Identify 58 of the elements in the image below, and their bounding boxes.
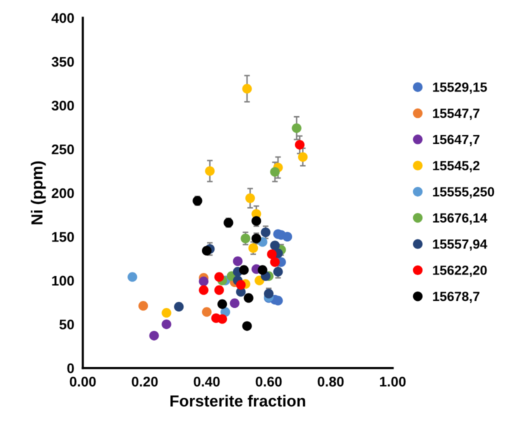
point <box>174 302 184 312</box>
point <box>138 301 148 311</box>
point <box>205 166 215 176</box>
point <box>270 240 280 250</box>
y-tick-label: 250 <box>52 144 74 154</box>
point <box>292 123 302 133</box>
point <box>267 249 277 260</box>
point <box>282 232 292 242</box>
y-tick-label: 400 <box>52 13 74 23</box>
x-tick-label: 0.40 <box>194 376 220 387</box>
x-tick-label: 0.80 <box>318 376 344 387</box>
point <box>252 216 262 226</box>
point <box>273 266 283 277</box>
point <box>214 272 224 282</box>
point <box>260 228 270 238</box>
point <box>162 308 172 318</box>
point <box>202 246 212 256</box>
point <box>242 84 252 94</box>
point <box>242 321 252 331</box>
legend-label: 15622,20 <box>433 266 487 277</box>
y-tick-label: 300 <box>52 100 74 111</box>
x-tick-label: 0.00 <box>70 376 96 387</box>
legend-label: 15676,14 <box>433 213 488 225</box>
legend-label: 15678,7 <box>433 292 480 303</box>
point <box>202 307 212 317</box>
point <box>198 276 208 286</box>
point <box>128 272 138 282</box>
x-axis-title: Forsterite fraction <box>170 394 306 407</box>
y-axis-title: Ni (ppm) <box>30 161 46 224</box>
legend-label: 15547,7 <box>433 108 480 120</box>
point <box>236 280 246 290</box>
point <box>198 285 208 295</box>
x-tick-label: 0.20 <box>132 376 158 387</box>
point <box>239 265 249 275</box>
point <box>230 298 240 308</box>
legend-label: 15555,250 <box>433 187 494 198</box>
point <box>245 193 255 203</box>
y-tick-label: 50 <box>59 320 74 330</box>
y-tick-label: 200 <box>52 188 74 198</box>
x-tick-label: 0.60 <box>256 376 282 387</box>
legend-label: 15529,15 <box>433 82 487 94</box>
point <box>162 319 172 330</box>
point <box>149 330 159 340</box>
legend-label: 15545,2 <box>433 160 480 172</box>
y-tick-label: 350 <box>52 56 74 67</box>
x-tick-label: 1.00 <box>380 376 406 387</box>
point <box>217 299 228 309</box>
point <box>244 293 254 303</box>
point <box>217 314 228 324</box>
y-tick-label: 100 <box>52 276 74 286</box>
y-tick-label: 150 <box>52 232 74 242</box>
legend-label: 15557,94 <box>433 239 488 251</box>
y-tick-label: 0 <box>67 363 74 374</box>
legend-label: 15647,7 <box>433 134 480 146</box>
point <box>214 285 224 295</box>
point <box>232 256 243 266</box>
point <box>258 265 268 275</box>
point <box>264 288 274 298</box>
